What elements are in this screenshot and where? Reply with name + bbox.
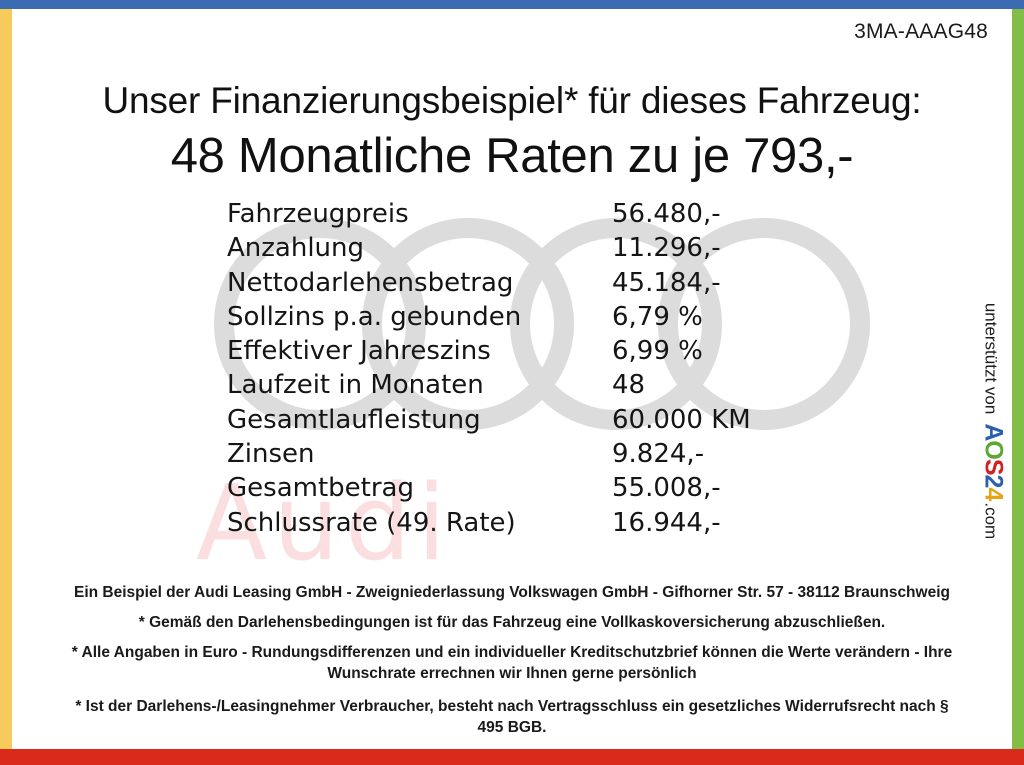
page-title: Unser Finanzierungsbeispiel* für dieses … bbox=[102, 80, 922, 121]
row-value: 16.944,- bbox=[612, 507, 721, 538]
footnote-euro-rounding: * Alle Angaben in Euro - Rundungsdiffere… bbox=[71, 644, 953, 682]
vehicle-code: 3MA-AAAG48 bbox=[854, 20, 988, 43]
supporter-inner: unterstützt von AOS24 .com bbox=[979, 303, 1008, 539]
row-label: Sollzins p.a. gebunden bbox=[227, 301, 522, 332]
table-row: Laufzeit in Monaten 48 bbox=[227, 370, 787, 404]
row-label: Gesamtbetrag bbox=[227, 473, 414, 504]
footnote-dealer-address: Ein Beispiel der Audi Leasing GmbH - Zwe… bbox=[74, 584, 950, 601]
table-row: Anzahlung 11.296,- bbox=[227, 233, 787, 267]
table-row: Zinsen 9.824,- bbox=[227, 439, 787, 473]
row-label: Schlussrate (49. Rate) bbox=[227, 507, 516, 538]
row-label: Nettodarlehensbetrag bbox=[227, 267, 514, 298]
logo-letter-s: S bbox=[979, 458, 1008, 475]
row-value: 56.480,- bbox=[612, 199, 721, 229]
row-label: Laufzeit in Monaten bbox=[227, 370, 484, 401]
row-label: Zinsen bbox=[227, 439, 315, 470]
table-row: Sollzins p.a. gebunden 6,79 % bbox=[227, 302, 787, 336]
border-stripe-left bbox=[0, 9, 12, 757]
row-label: Anzahlung bbox=[227, 233, 365, 264]
aos24-logo[interactable]: AOS24 bbox=[979, 423, 1008, 500]
row-label: Fahrzeugpreis bbox=[227, 199, 409, 229]
row-value: 55.008,- bbox=[612, 473, 721, 504]
table-row: Gesamtlaufleistung 60.000 KM bbox=[227, 405, 787, 439]
logo-letter-a: A bbox=[979, 423, 1008, 441]
border-stripe-right bbox=[1012, 9, 1024, 757]
row-value: 45.184,- bbox=[612, 267, 721, 298]
table-row: Effektiver Jahreszins 6,99 % bbox=[227, 336, 787, 370]
footnote-withdrawal-right: * Ist der Darlehens-/Leasingnehmer Verbr… bbox=[75, 698, 949, 736]
row-value: 11.296,- bbox=[612, 233, 721, 264]
row-label: Effektiver Jahreszins bbox=[227, 336, 491, 367]
row-value: 9.824,- bbox=[612, 439, 705, 470]
row-value: 6,99 % bbox=[612, 336, 703, 367]
row-value: 48 bbox=[612, 370, 646, 401]
border-stripe-top bbox=[0, 0, 1024, 9]
row-value: 60.000 KM bbox=[612, 404, 751, 435]
logo-letter-o: O bbox=[979, 440, 1008, 459]
supporter-block: unterstützt von AOS24 .com bbox=[976, 276, 1010, 566]
finance-table: Fahrzeugpreis 56.480,- Anzahlung 11.296,… bbox=[227, 199, 787, 542]
row-label: Gesamtlaufleistung bbox=[227, 404, 481, 435]
logo-digit-4: 4 bbox=[979, 487, 1008, 501]
logo-digit-2: 2 bbox=[979, 474, 1008, 488]
row-value: 6,79 % bbox=[612, 301, 703, 332]
table-row: Nettodarlehensbetrag 45.184,- bbox=[227, 268, 787, 302]
footnotes: Ein Beispiel der Audi Leasing GmbH - Zwe… bbox=[62, 582, 962, 738]
page-subtitle: 48 Monatliche Raten zu je 793,- bbox=[170, 129, 854, 183]
table-row: Gesamtbetrag 55.008,- bbox=[227, 473, 787, 507]
supporter-label: unterstützt von bbox=[981, 302, 1001, 415]
table-row: Fahrzeugpreis 56.480,- bbox=[227, 199, 787, 233]
table-row: Schlussrate (49. Rate) 16.944,- bbox=[227, 508, 787, 542]
footnote-insurance: * Gemäß den Darlehensbedingungen ist für… bbox=[138, 614, 886, 631]
aos24-domain-suffix: .com bbox=[981, 502, 1001, 540]
border-stripe-bottom bbox=[0, 749, 1024, 765]
